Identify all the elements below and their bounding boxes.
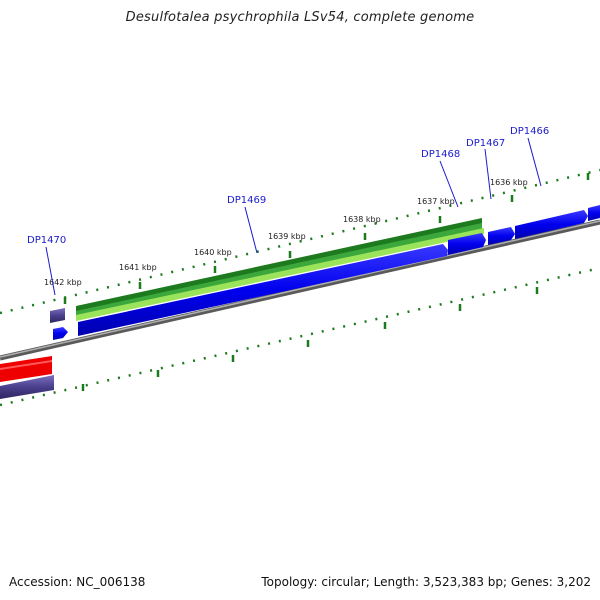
gene-label[interactable]: DP1468 <box>421 149 460 160</box>
cds-arrow-dp1466[interactable] <box>515 210 588 239</box>
gene-label[interactable]: DP1467 <box>466 138 505 149</box>
scale-label: 1641 kbp <box>119 263 157 272</box>
scale-label: 1639 kbp <box>268 232 306 241</box>
genome-backbone <box>0 219 600 361</box>
gene-label[interactable]: DP1470 <box>27 235 66 246</box>
scale-label: 1638 kbp <box>343 215 381 224</box>
cds-arrow-dp1470[interactable] <box>53 327 68 340</box>
gene-label-leaders <box>45 137 542 296</box>
accession-text: Accession: NC_006138 <box>9 575 146 589</box>
gene-label[interactable]: DP1466 <box>510 126 549 137</box>
cds-arrow-dp1467[interactable] <box>488 227 515 245</box>
scale-label: 1636 kbp <box>490 178 528 187</box>
scale-label: 1640 kbp <box>194 248 232 257</box>
major-ticks <box>63 173 590 391</box>
cds-arrow-dp1469[interactable] <box>78 244 448 336</box>
gene-label[interactable]: DP1469 <box>227 195 266 206</box>
gene-feature-light-green[interactable] <box>76 228 484 321</box>
scale-label: 1637 kbp <box>417 197 455 206</box>
scale-label: 1642 kbp <box>44 278 82 287</box>
cds-arrow-next[interactable] <box>588 205 600 221</box>
outer-tick-track <box>0 168 600 315</box>
map-title: Desulfotalea psychrophila LSv54, complet… <box>125 10 475 25</box>
genome-summary-text: Topology: circular; Length: 3,523,383 bp… <box>261 575 591 589</box>
reverse-feature-purple[interactable] <box>0 375 54 399</box>
cds-arrow-dp1468[interactable] <box>448 233 486 255</box>
gene-feature-dp1470-purple[interactable] <box>50 308 65 323</box>
